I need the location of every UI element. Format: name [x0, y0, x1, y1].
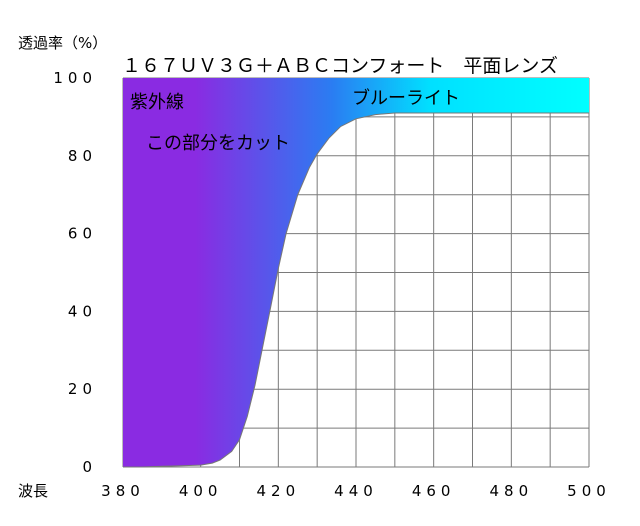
- x-tick-label: 500: [567, 482, 611, 500]
- y-tick-label: 100: [53, 69, 97, 87]
- series-line-transmittance: [123, 112, 589, 468]
- x-tick-label: 440: [334, 482, 378, 500]
- y-tick-label: 20: [68, 380, 97, 398]
- x-tick-label: 400: [179, 482, 223, 500]
- region-label-uv: 紫外線: [130, 92, 184, 113]
- region-label-blue-light: ブルーライト: [352, 87, 460, 109]
- y-axis-label: 透過率（%）: [18, 34, 107, 52]
- x-tick-label: 420: [257, 482, 301, 500]
- x-axis-label: 波長: [18, 482, 48, 500]
- y-tick-label: 0: [82, 458, 97, 476]
- x-tick-label: 480: [490, 482, 534, 500]
- y-tick-label: 60: [68, 225, 97, 243]
- chart-title: １６７ＵＶ３Ｇ＋ＡＢＣコンフォート 平面レンズ: [122, 55, 558, 77]
- x-tick-label: 460: [412, 482, 456, 500]
- y-tick-label: 40: [68, 302, 97, 320]
- y-tick-label: 80: [68, 147, 97, 165]
- annotation-cut: この部分をカット: [146, 133, 290, 154]
- x-tick-label: 380: [101, 482, 145, 500]
- cut-area: [123, 78, 589, 467]
